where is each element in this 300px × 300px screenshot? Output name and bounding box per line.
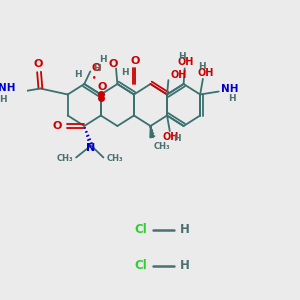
Text: H: H <box>228 94 236 103</box>
Text: NH: NH <box>221 84 239 94</box>
Text: OH: OH <box>163 131 179 142</box>
Text: OH: OH <box>171 70 187 80</box>
Text: CH₃: CH₃ <box>154 142 171 151</box>
Text: H: H <box>180 223 190 236</box>
Text: •: • <box>92 74 97 80</box>
Text: CH₃: CH₃ <box>106 154 123 164</box>
Text: OH: OH <box>197 68 214 78</box>
Text: O: O <box>98 82 107 92</box>
Text: H: H <box>121 68 129 77</box>
Polygon shape <box>150 126 154 138</box>
Text: Cl: Cl <box>134 223 147 236</box>
Text: OH: OH <box>178 57 194 68</box>
Text: O: O <box>52 121 62 131</box>
Text: O: O <box>109 59 118 69</box>
Text: H: H <box>198 62 205 71</box>
Text: O: O <box>130 56 140 66</box>
Text: H: H <box>99 56 106 64</box>
Text: NH: NH <box>0 83 16 94</box>
Text: O: O <box>92 63 101 73</box>
Text: H: H <box>74 70 81 79</box>
Text: H: H <box>180 259 190 272</box>
Text: CH₃: CH₃ <box>57 154 74 164</box>
Text: H: H <box>94 64 101 73</box>
Text: N: N <box>86 143 96 154</box>
Text: O: O <box>33 59 42 70</box>
Text: Cl: Cl <box>134 259 147 272</box>
Text: H: H <box>174 134 181 143</box>
Text: H: H <box>178 52 186 61</box>
Text: H: H <box>0 94 6 103</box>
